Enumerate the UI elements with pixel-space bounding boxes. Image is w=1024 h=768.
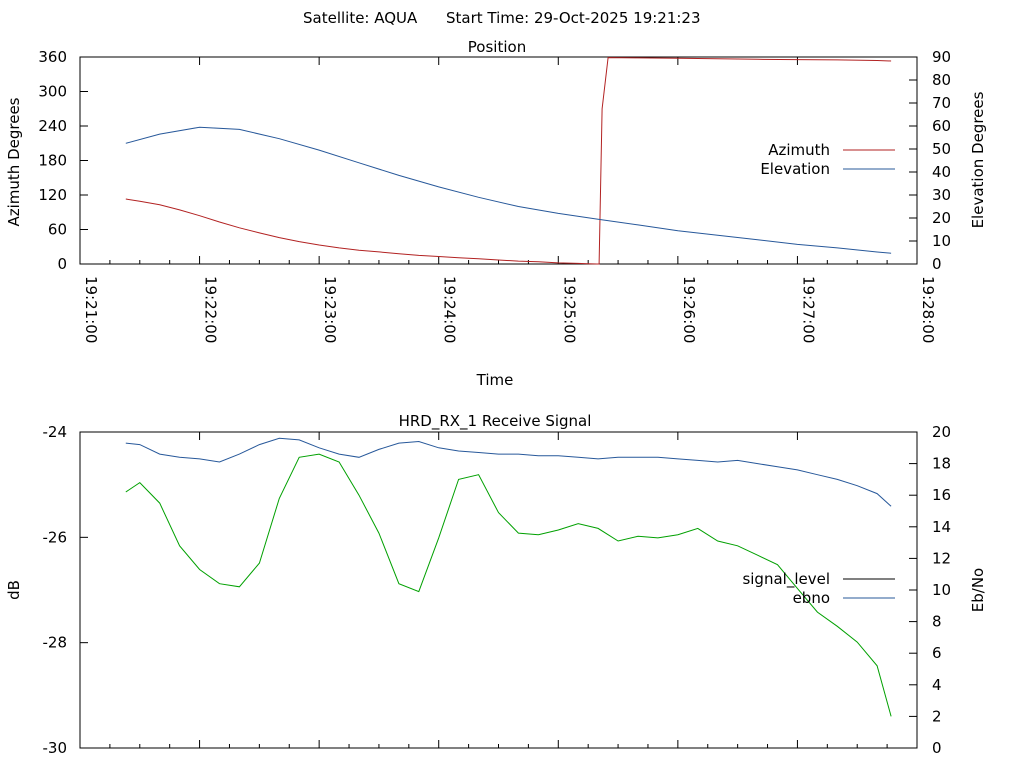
signal-series--unlabeled-green-trace--line	[125, 453, 892, 717]
signal-y2-tick-label: 16	[932, 486, 951, 504]
position-x-axis-label: Time	[476, 371, 514, 389]
start-time-label: Start Time: 29-Oct-2025 19:21:23	[446, 9, 701, 27]
receive-signal-chart: HRD_RX_1 Receive Signal dB Eb/No -30 -28 -…	[5, 412, 987, 757]
position-y2-tick-label: 60	[932, 117, 951, 135]
position-x-tick-label: 19:26:00	[680, 276, 698, 343]
azimuth-axis-label: Azimuth Degrees	[5, 97, 23, 226]
signal-y2-tick-label: 14	[932, 518, 951, 536]
signal-y-tick-label: -28	[43, 634, 68, 652]
satellite-label: Satellite: AQUA	[303, 9, 418, 27]
position-x-tick-label: 19:22:00	[202, 276, 220, 343]
position-y2-tick-label: 0	[932, 255, 942, 273]
signal-y2-tick-label: 20	[932, 423, 951, 441]
signal-y2-tick-label: 2	[932, 707, 942, 725]
signal-legend-label: signal_level	[742, 570, 830, 589]
position-chart: Position Time Azimuth Degrees Elevation …	[5, 38, 987, 389]
elevation-axis-label: Elevation Degrees	[969, 91, 987, 228]
ebno-axis-label: Eb/No	[969, 568, 987, 612]
db-axis-label: dB	[5, 580, 23, 600]
position-y2-tick-label: 70	[932, 94, 951, 112]
position-series-azimuth-line	[125, 57, 892, 265]
position-x-tick-label: 19:24:00	[441, 276, 459, 343]
position-y2-tick-label: 80	[932, 71, 951, 89]
position-y-tick-label: 120	[38, 186, 67, 204]
signal-y2-tick-label: 0	[932, 739, 942, 757]
position-y2-tick-label: 40	[932, 163, 951, 181]
signal-y2-tick-label: 12	[932, 549, 951, 567]
position-y-tick-label: 180	[38, 152, 67, 170]
position-y2-tick-label: 30	[932, 186, 951, 204]
signal-y-tick-label: -24	[43, 423, 68, 441]
signal-y-tick-label: -26	[43, 528, 68, 546]
position-chart-title: Position	[468, 38, 526, 56]
position-y-tick-label: 360	[38, 48, 67, 66]
position-y-tick-label: 240	[38, 117, 67, 135]
position-legend-label: Azimuth	[768, 141, 830, 159]
position-y-tick-label: 300	[38, 83, 67, 101]
signal-y-tick-label: -30	[43, 739, 68, 757]
receive-signal-chart-title: HRD_RX_1 Receive Signal	[399, 412, 592, 431]
signal-legend-label: ebno	[793, 589, 830, 607]
position-x-tick-label: 19:25:00	[560, 276, 578, 343]
signal-y2-tick-label: 6	[932, 644, 942, 662]
signal-y2-tick-label: 8	[932, 613, 942, 631]
signal-y2-tick-label: 4	[932, 676, 942, 694]
signal-plot-frame	[79, 431, 918, 749]
position-y2-tick-label: 20	[932, 209, 951, 227]
position-x-tick-label: 19:23:00	[321, 276, 339, 343]
position-x-tick-label: 19:21:00	[82, 276, 100, 343]
position-legend-label: Elevation	[760, 160, 830, 178]
position-y-tick-label: 0	[57, 255, 67, 273]
position-y2-tick-label: 50	[932, 140, 951, 158]
signal-y2-tick-label: 18	[932, 455, 951, 473]
position-series-elevation-line	[125, 126, 892, 254]
position-x-tick-label: 19:28:00	[919, 276, 937, 343]
position-y-tick-label: 60	[48, 221, 67, 239]
position-x-tick-label: 19:27:00	[799, 276, 817, 343]
position-y2-tick-label: 90	[932, 48, 951, 66]
position-y2-tick-label: 10	[932, 232, 951, 250]
signal-series-ebno-line	[125, 437, 892, 507]
signal-y2-tick-label: 10	[932, 581, 951, 599]
